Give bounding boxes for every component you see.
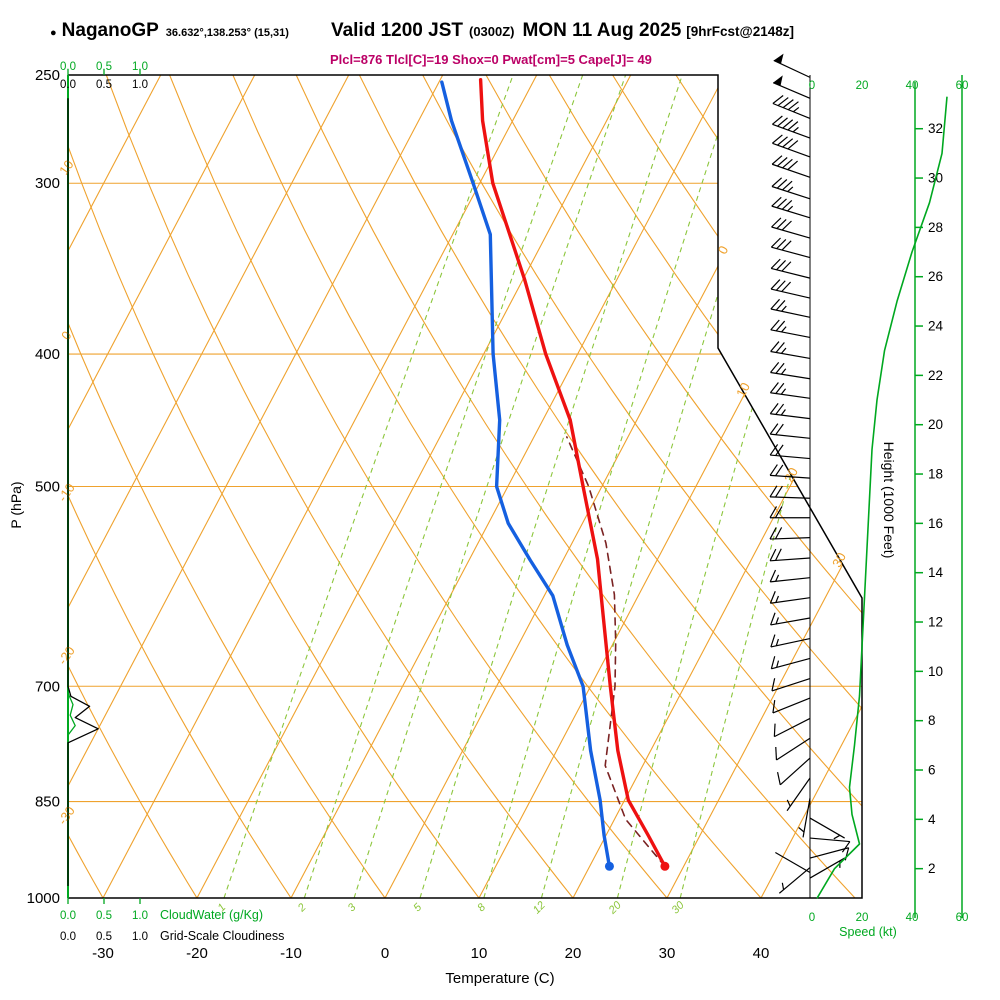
svg-text:1000: 1000 [27, 890, 60, 907]
svg-text:0.0: 0.0 [60, 931, 76, 943]
station-name: NaganoGP [61, 20, 159, 41]
svg-text:20: 20 [856, 80, 869, 92]
svg-text:24: 24 [928, 319, 944, 334]
svg-text:22: 22 [928, 368, 943, 383]
svg-text:0.0: 0.0 [60, 910, 76, 922]
svg-text:12: 12 [928, 615, 943, 630]
svg-text:0: 0 [809, 912, 815, 924]
svg-text:-20: -20 [55, 643, 78, 667]
svg-text:16: 16 [928, 516, 943, 531]
svg-text:10: 10 [56, 157, 77, 177]
svg-text:0: 0 [381, 945, 389, 962]
cloudwater-axis-label: CloudWater (g/Kg) [160, 908, 264, 922]
svg-text:2: 2 [295, 901, 309, 915]
svg-text:6: 6 [928, 763, 936, 778]
svg-text:60: 60 [956, 912, 969, 924]
svg-text:20: 20 [606, 899, 624, 917]
valid-time: Valid 1200 JST [330, 20, 463, 41]
svg-text:12: 12 [531, 899, 548, 916]
valid-zulu: (0300Z) [468, 24, 515, 39]
pressure-axis-label: P (hPa) [8, 481, 24, 529]
svg-text:26: 26 [928, 269, 943, 284]
svg-text:0: 0 [58, 328, 74, 343]
cloudwater-curve [67, 98, 76, 886]
station-coords: 36.632°,138.253° (15,31) [165, 27, 289, 39]
svg-text:20: 20 [928, 417, 943, 432]
speed-axis-label: Speed (kt) [839, 925, 897, 939]
surface-temperature-dot [660, 861, 670, 871]
svg-text:1.0: 1.0 [132, 931, 148, 943]
svg-text:18: 18 [928, 467, 943, 482]
cloudiness-axis-label: Grid-Scale Cloudiness [160, 929, 285, 943]
svg-text:-30: -30 [92, 945, 114, 962]
svg-text:10: 10 [733, 380, 753, 400]
svg-text:700: 700 [35, 678, 60, 695]
svg-text:32: 32 [928, 121, 943, 136]
parcel-curve [565, 436, 666, 868]
svg-text:400: 400 [35, 346, 60, 363]
svg-text:2: 2 [928, 861, 936, 876]
svg-text:250: 250 [35, 67, 60, 84]
svg-text:-20: -20 [186, 945, 208, 962]
svg-text:10: 10 [471, 945, 488, 962]
mixing-ratio-labels: 1 2 3 5 8 12 20 30 [215, 899, 687, 917]
valid-date: MON 11 Aug 2025 [522, 20, 682, 41]
svg-text:14: 14 [928, 565, 944, 580]
svg-text:1.0: 1.0 [132, 61, 148, 73]
svg-text:30: 30 [670, 899, 688, 917]
isoline-grid [68, 75, 862, 898]
svg-text:4: 4 [928, 812, 936, 827]
svg-text:0.0: 0.0 [60, 61, 76, 73]
svg-text:850: 850 [35, 794, 60, 811]
svg-text:20: 20 [781, 465, 801, 485]
height-axis-label: Height (1000 Feet) [881, 441, 897, 559]
surface-dewpoint-dot [604, 861, 614, 871]
svg-text:1.0: 1.0 [132, 79, 148, 91]
svg-text:0.0: 0.0 [60, 79, 76, 91]
forecast-tag: [9hrFcst@2148z] [686, 24, 794, 39]
svg-text:1.0: 1.0 [132, 910, 148, 922]
svg-text:30: 30 [659, 945, 676, 962]
svg-text:0.5: 0.5 [96, 931, 112, 943]
svg-text:0: 0 [715, 243, 732, 256]
svg-text:40: 40 [906, 80, 919, 92]
svg-text:0.5: 0.5 [96, 79, 112, 91]
svg-text:30: 30 [829, 550, 849, 570]
wind-barbs [769, 53, 851, 898]
stability-indices: Plcl=876 Tlcl[C]=19 Shox=0 Pwat[cm]=5 Ca… [330, 52, 652, 67]
svg-text:28: 28 [928, 220, 943, 235]
svg-text:-10: -10 [280, 945, 302, 962]
svg-text:10: 10 [928, 664, 943, 679]
svg-text:500: 500 [35, 479, 60, 496]
title-bar: ● NaganoGP 36.632°,138.253° (15,31) Vali… [50, 20, 794, 42]
svg-text:0: 0 [809, 80, 815, 92]
svg-text:60: 60 [956, 80, 969, 92]
svg-text:20: 20 [565, 945, 582, 962]
svg-text:20: 20 [856, 912, 869, 924]
svg-text:40: 40 [753, 945, 770, 962]
dewpoint-curve [440, 80, 612, 868]
svg-text:3: 3 [346, 901, 359, 914]
station-bullet-icon: ● [50, 27, 57, 39]
svg-text:0.5: 0.5 [96, 61, 112, 73]
svg-text:40: 40 [906, 912, 919, 924]
svg-text:5: 5 [411, 901, 424, 914]
svg-text:8: 8 [475, 901, 488, 914]
wind-speed-curve [816, 96, 948, 899]
svg-text:300: 300 [35, 175, 60, 192]
temperature-curve [478, 77, 667, 868]
temperature-axis-label: Temperature (C) [445, 970, 555, 987]
cloudiness-curve [67, 98, 99, 886]
svg-text:8: 8 [928, 713, 936, 728]
plot-frame [68, 74, 863, 899]
svg-text:0.5: 0.5 [96, 910, 112, 922]
height-speed-axes: 2468101214161820222426283032002020404060… [809, 75, 969, 924]
